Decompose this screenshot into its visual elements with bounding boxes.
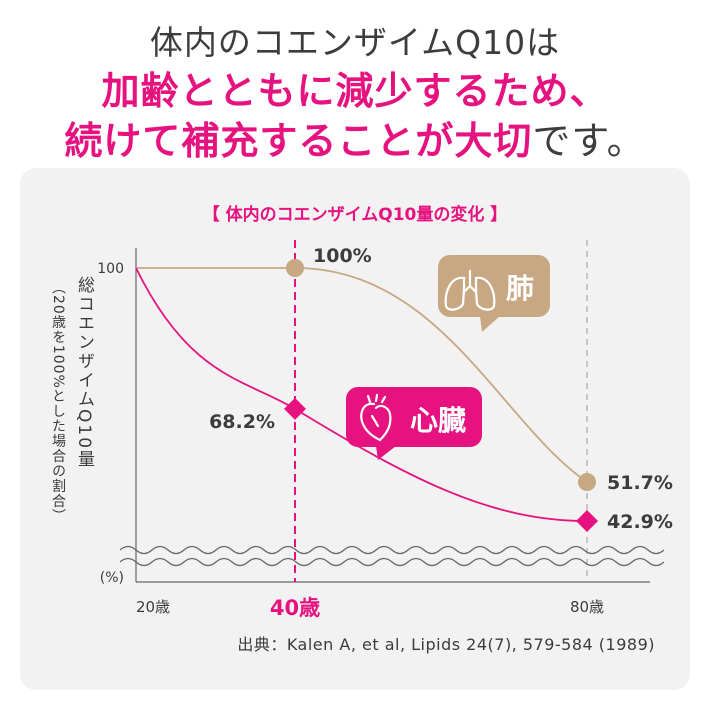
x-tick-40: 40歳 — [270, 596, 320, 620]
axis-break-wave-top — [119, 545, 665, 555]
lung-point-40 — [286, 259, 304, 277]
headline-line-3-tail: です。 — [532, 119, 646, 163]
y-axis-note: （20歳を100%とした場合の割合） — [50, 280, 66, 524]
lung-callout: 肺 — [438, 255, 550, 332]
lung-callout-label: 肺 — [506, 272, 534, 305]
heart-callout-label: 心臓 — [410, 404, 466, 437]
lung-callout-pointer — [480, 316, 500, 332]
coq10-line-chart: 【 体内のコエンザイムQ10量の変化 】 100 (%) 総コエンザイムQ10量… — [50, 204, 673, 654]
headline-line-3: 続けて補充することが大切です。 — [0, 110, 710, 165]
heart-callout-pointer — [376, 446, 396, 460]
y-unit: (%) — [100, 570, 124, 586]
data-points: 100% 51.7% 68.2% 42.9% — [209, 245, 673, 533]
headline-line-3-main: 続けて補充することが大切 — [64, 119, 533, 163]
y-axis-label: 総コエンザイムQ10量 — [74, 276, 95, 469]
chart-panel: 【 体内のコエンザイムQ10量の変化 】 100 (%) 総コエンザイムQ10量… — [20, 168, 690, 690]
lung-point-80 — [578, 473, 596, 492]
y-tick-100: 100 — [97, 261, 124, 277]
heart-point-80 — [576, 510, 598, 532]
lung-callout-box — [438, 255, 550, 317]
headline-line-2: 加齢とともに減少するため、 — [101, 69, 609, 113]
lungs-icon — [444, 269, 496, 311]
series-line-lung — [136, 267, 588, 483]
label-heart-40: 68.2% — [209, 411, 275, 433]
label-lung-80: 51.7% — [607, 472, 673, 494]
x-tick-80: 80歳 — [570, 598, 604, 616]
heart-icon — [360, 393, 392, 442]
heart-callout: 心臓 — [346, 387, 482, 460]
label-heart-80: 42.9% — [607, 511, 673, 533]
headline-line-1: 体内のコエンザイムQ10は — [149, 23, 561, 62]
axis-break-wave-bottom — [119, 557, 665, 567]
heart-callout-box — [346, 387, 482, 447]
x-tick-20: 20歳 — [136, 598, 170, 616]
label-lung-40: 100% — [313, 245, 372, 267]
chart-title: 【 体内のコエンザイムQ10量の変化 】 — [203, 204, 508, 225]
heart-point-40 — [284, 397, 306, 420]
source-citation: 出典：Kalen A, et al, Lipids 24(7), 579-584… — [237, 635, 655, 654]
